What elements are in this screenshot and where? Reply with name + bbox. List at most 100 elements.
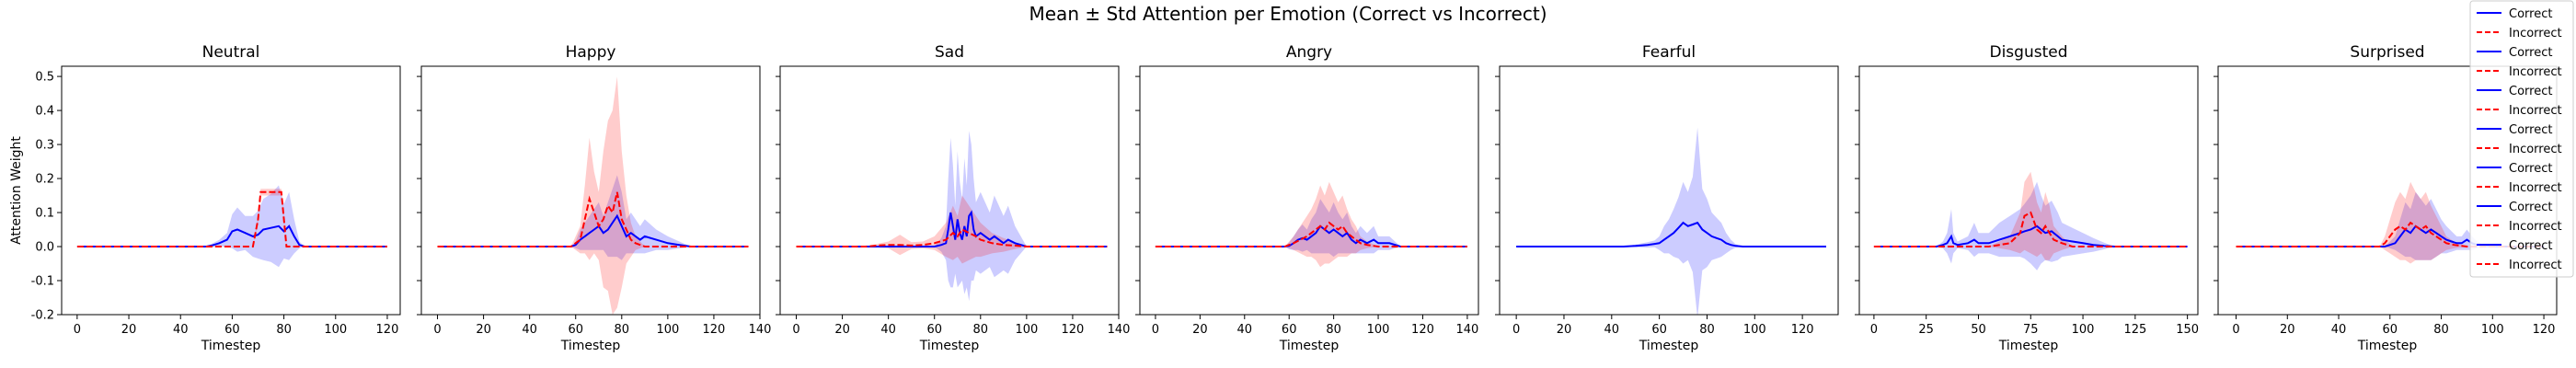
legend-label: Incorrect xyxy=(2509,259,2562,272)
mean-line-correct xyxy=(1516,221,1826,247)
legend: Correct Incorrect Correct Incorrect Correct I… xyxy=(2469,0,2574,278)
panel-neutral: Neutral 0 20 40 60 80 100 120 Timestep -0.2 -0.1 0.… xyxy=(9,43,401,353)
plot-frame xyxy=(1499,65,1839,316)
x-tick-label: 80 xyxy=(973,323,989,337)
x-tick-label: 100 xyxy=(324,323,347,337)
panel-title: Surprised xyxy=(2350,43,2424,62)
x-tick-label: 40 xyxy=(880,323,896,337)
panel-title: Neutral xyxy=(202,43,260,62)
legend-label: Incorrect xyxy=(2509,65,2562,79)
legend-frame xyxy=(2469,0,2574,278)
std-band-incorrect xyxy=(2236,181,2545,264)
x-tick-label: 80 xyxy=(615,323,630,337)
y-tick-label: 0.3 xyxy=(35,139,54,153)
x-axis-label: Timestep xyxy=(2357,339,2418,353)
mean-line-incorrect xyxy=(1873,211,2188,247)
x-tick-label: 60 xyxy=(568,323,583,337)
x-axis-label: Timestep xyxy=(560,339,621,353)
legend-label: Correct xyxy=(2509,201,2552,214)
panel-happy: Happy 0 20 40 60 80 100 120 140 Timestep xyxy=(417,43,771,353)
std-band-correct xyxy=(2236,191,2545,260)
x-tick-label: 40 xyxy=(173,323,189,337)
x-tick-label: 20 xyxy=(1192,323,1208,337)
x-tick-label: 40 xyxy=(1237,323,1253,337)
legend-label: Correct xyxy=(2509,7,2552,21)
mean-line-correct xyxy=(796,210,1108,247)
x-tick-label: 120 xyxy=(376,323,399,337)
x-tick-label: 100 xyxy=(1015,323,1038,337)
x-tick-label: 0 xyxy=(1512,323,1520,337)
panel-fearful: Fearful 0 20 40 60 80 100 120 Timestep xyxy=(1495,43,1839,353)
legend-label: Incorrect xyxy=(2509,104,2562,118)
mean-line-correct xyxy=(437,213,749,247)
x-tick-label: 75 xyxy=(2023,323,2039,337)
x-tick-label: 80 xyxy=(1326,323,1341,337)
legend-label: Incorrect xyxy=(2509,220,2562,234)
x-tick-label: 100 xyxy=(656,323,679,337)
x-axis-label: Timestep xyxy=(919,339,980,353)
x-tick-label: 20 xyxy=(121,323,137,337)
y-tick-label: 0.1 xyxy=(35,207,54,221)
plot-area xyxy=(1516,127,1826,315)
panel-title: Angry xyxy=(1286,43,1332,62)
panel-title: Fearful xyxy=(1642,43,1696,62)
x-tick-label: 100 xyxy=(2481,323,2504,337)
x-tick-label: 60 xyxy=(926,323,942,337)
x-tick-label: 0 xyxy=(433,323,441,337)
std-band-correct xyxy=(76,185,388,268)
legend-label: Incorrect xyxy=(2509,181,2562,195)
x-tick-label: 60 xyxy=(224,323,240,337)
x-axis-label: Timestep xyxy=(201,339,261,353)
x-tick-label: 25 xyxy=(1918,323,1934,337)
x-tick-label: 20 xyxy=(834,323,850,337)
std-band-incorrect xyxy=(1155,181,1467,268)
mean-line-incorrect xyxy=(437,191,749,247)
y-tick-label: 0.2 xyxy=(35,173,54,187)
x-axis-label: Timestep xyxy=(1279,339,1340,353)
x-tick-label: 100 xyxy=(1367,323,1390,337)
panels: Neutral 0 20 40 60 80 100 120 Timestep -0.2 -0.1 0.… xyxy=(9,43,2558,353)
x-tick-label: 0 xyxy=(1152,323,1159,337)
x-tick-label: 20 xyxy=(476,323,491,337)
x-tick-label: 120 xyxy=(2533,323,2556,337)
y-tick-label: 0.5 xyxy=(35,71,54,85)
x-tick-label: 120 xyxy=(1791,323,1814,337)
legend-label: Correct xyxy=(2509,239,2552,253)
x-tick-label: 140 xyxy=(749,323,772,337)
x-tick-label: 20 xyxy=(1557,323,1572,337)
x-tick-label: 125 xyxy=(2123,323,2146,337)
x-tick-label: 0 xyxy=(74,323,81,337)
x-tick-label: 0 xyxy=(2232,323,2239,337)
std-band-correct xyxy=(1516,127,1826,315)
y-tick-label: -0.2 xyxy=(31,309,54,323)
x-tick-label: 60 xyxy=(1282,323,1297,337)
x-tick-label: 140 xyxy=(1455,323,1478,337)
x-tick-label: 150 xyxy=(2176,323,2199,337)
mean-line-incorrect xyxy=(2236,221,2545,247)
x-tick-label: 0 xyxy=(792,323,799,337)
mean-line-correct xyxy=(1873,224,2188,247)
panel-title: Disgusted xyxy=(1989,43,2067,62)
legend-label: Correct xyxy=(2509,46,2552,60)
y-tick-label: -0.1 xyxy=(31,275,54,289)
legend-label: Incorrect xyxy=(2509,27,2562,40)
x-tick-label: 80 xyxy=(1699,323,1715,337)
x-tick-label: 120 xyxy=(1062,323,1085,337)
x-tick-label: 120 xyxy=(703,323,726,337)
x-tick-label: 80 xyxy=(276,323,292,337)
std-band-incorrect xyxy=(437,76,749,315)
legend-label: Correct xyxy=(2509,162,2552,176)
mean-line-incorrect xyxy=(796,228,1108,247)
plot-frame xyxy=(779,65,1120,316)
plot-area xyxy=(796,131,1108,302)
x-tick-label: 140 xyxy=(1108,323,1131,337)
legend-label: Correct xyxy=(2509,123,2552,137)
mean-line-correct xyxy=(76,224,387,247)
x-tick-label: 100 xyxy=(2072,323,2095,337)
legend-label: Incorrect xyxy=(2509,143,2562,156)
plot-area xyxy=(1873,171,2188,270)
plot-area xyxy=(437,76,749,315)
x-tick-label: 120 xyxy=(1411,323,1434,337)
panel-title: Sad xyxy=(935,43,964,62)
